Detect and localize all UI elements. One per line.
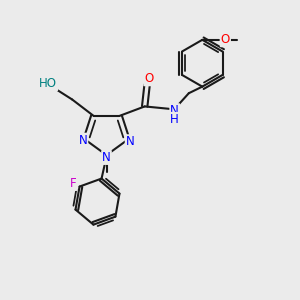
Text: N: N xyxy=(170,104,179,117)
Text: F: F xyxy=(70,177,76,190)
Text: H: H xyxy=(170,113,179,126)
Text: O: O xyxy=(221,33,230,46)
Text: HO: HO xyxy=(39,77,57,90)
Text: N: N xyxy=(126,135,134,148)
Text: O: O xyxy=(144,72,154,85)
Text: N: N xyxy=(79,134,87,147)
Text: N: N xyxy=(102,151,111,164)
